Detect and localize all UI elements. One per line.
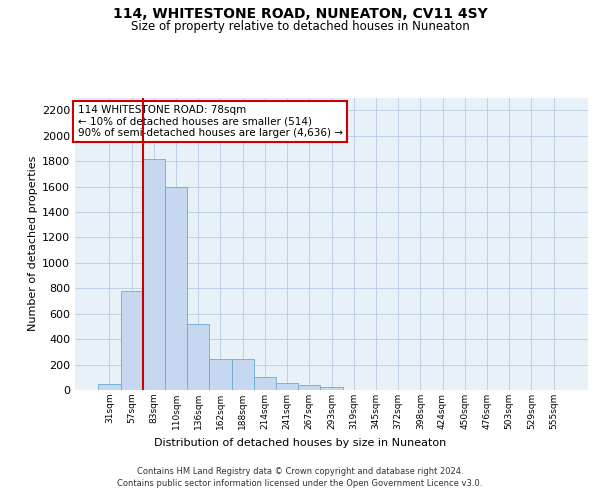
Bar <box>187 324 209 390</box>
Bar <box>121 291 143 390</box>
Bar <box>276 383 298 390</box>
Text: Distribution of detached houses by size in Nuneaton: Distribution of detached houses by size … <box>154 438 446 448</box>
Bar <box>232 360 254 390</box>
Y-axis label: Number of detached properties: Number of detached properties <box>28 156 38 332</box>
Text: Size of property relative to detached houses in Nuneaton: Size of property relative to detached ho… <box>131 20 469 33</box>
Bar <box>209 360 232 390</box>
Text: Contains HM Land Registry data © Crown copyright and database right 2024.: Contains HM Land Registry data © Crown c… <box>137 468 463 476</box>
Bar <box>143 158 165 390</box>
Text: 114, WHITESTONE ROAD, NUNEATON, CV11 4SY: 114, WHITESTONE ROAD, NUNEATON, CV11 4SY <box>113 8 487 22</box>
Bar <box>165 186 187 390</box>
Bar <box>254 376 276 390</box>
Bar <box>98 384 121 390</box>
Text: 114 WHITESTONE ROAD: 78sqm
← 10% of detached houses are smaller (514)
90% of sem: 114 WHITESTONE ROAD: 78sqm ← 10% of deta… <box>77 105 343 138</box>
Text: Contains public sector information licensed under the Open Government Licence v3: Contains public sector information licen… <box>118 479 482 488</box>
Bar <box>320 388 343 390</box>
Bar <box>298 385 320 390</box>
